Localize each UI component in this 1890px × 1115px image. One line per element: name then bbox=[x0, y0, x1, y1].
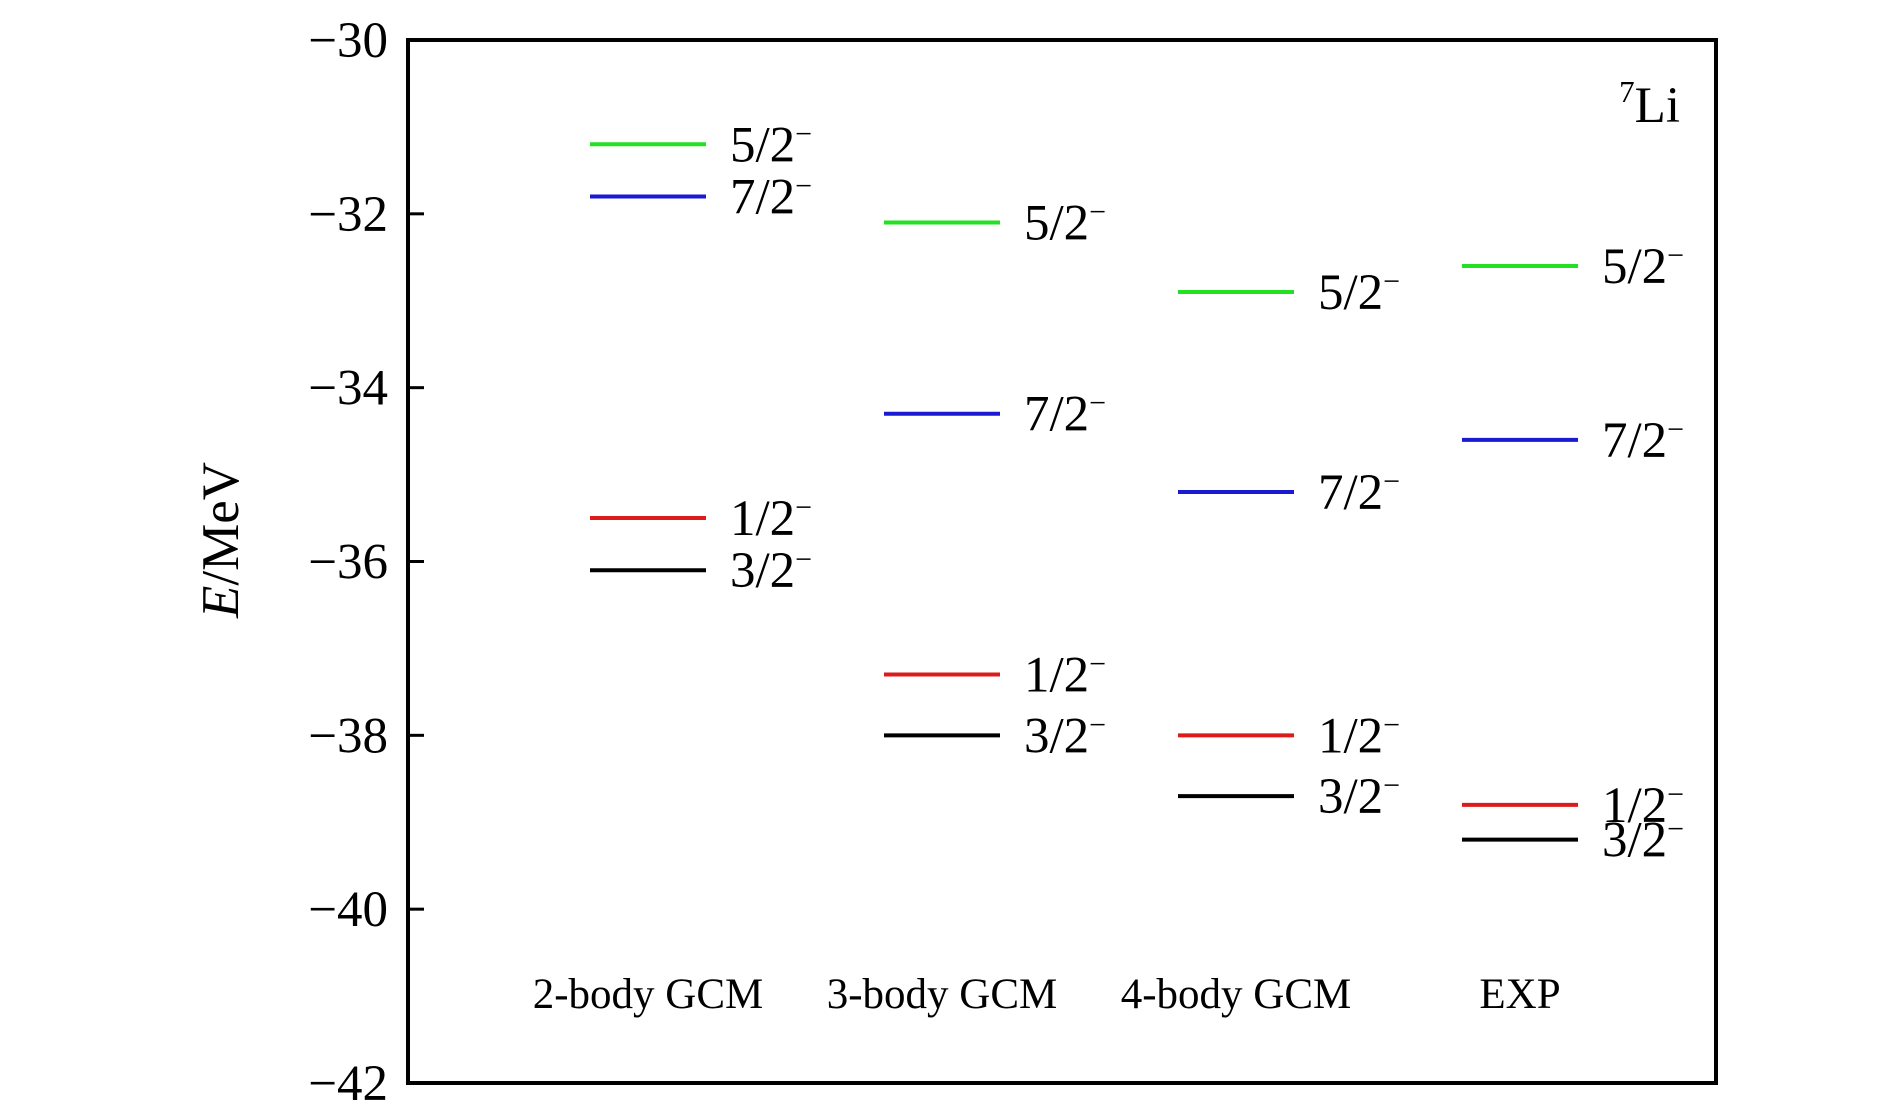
nucleus-label: 7Li bbox=[1619, 74, 1680, 134]
nucleus-symbol: Li bbox=[1635, 78, 1680, 134]
level-spin-label: 1/2− bbox=[730, 491, 812, 547]
y-axis-label-unit: /MeV bbox=[192, 462, 250, 586]
y-tick-label: −30 bbox=[308, 13, 388, 69]
energy-levels: 5/2−7/2−1/2−3/2−5/2−7/2−1/2−3/2−5/2−7/2−… bbox=[590, 117, 1684, 869]
level-spin-label: 5/2− bbox=[1602, 239, 1684, 295]
level-spin-label: 3/2− bbox=[1318, 769, 1400, 825]
y-tick-label: −42 bbox=[308, 1056, 388, 1112]
y-axis-label: E/MeV bbox=[192, 462, 250, 619]
level-spin-label: 7/2− bbox=[1024, 387, 1106, 443]
level-spin-label: 5/2− bbox=[1024, 196, 1106, 252]
level-spin-label: 3/2− bbox=[730, 543, 812, 599]
y-tick-label: −38 bbox=[308, 708, 388, 764]
y-tick-label: −34 bbox=[308, 361, 388, 417]
y-tick-label: −36 bbox=[308, 535, 388, 591]
level-spin-label: 7/2− bbox=[1602, 413, 1684, 469]
level-spin-label: 5/2− bbox=[1318, 265, 1400, 321]
level-spin-label: 7/2− bbox=[730, 169, 812, 225]
y-axis-label-symbol: E bbox=[192, 586, 250, 619]
level-spin-label: 3/2− bbox=[1602, 813, 1684, 869]
level-spin-label: 1/2− bbox=[1024, 647, 1106, 703]
y-axis-ticks: −30 −32 −34 −36 −38 −40 −42 bbox=[308, 13, 424, 1112]
y-tick-label: −32 bbox=[308, 187, 388, 243]
y-tick-label: −40 bbox=[308, 882, 388, 938]
nucleus-mass-number: 7 bbox=[1619, 74, 1635, 109]
category-labels: 2-body GCM 3-body GCM 4-body GCM EXP bbox=[533, 971, 1561, 1018]
category-label: 3-body GCM bbox=[827, 971, 1058, 1018]
level-spin-label: 7/2− bbox=[1318, 465, 1400, 521]
category-label: EXP bbox=[1479, 971, 1560, 1018]
level-spin-label: 1/2− bbox=[1602, 778, 1684, 834]
level-spin-label: 5/2− bbox=[730, 117, 812, 173]
category-label: 4-body GCM bbox=[1121, 971, 1352, 1018]
level-spin-label: 3/2− bbox=[1024, 708, 1106, 764]
category-label: 2-body GCM bbox=[533, 971, 764, 1018]
level-spin-label: 1/2− bbox=[1318, 708, 1400, 764]
